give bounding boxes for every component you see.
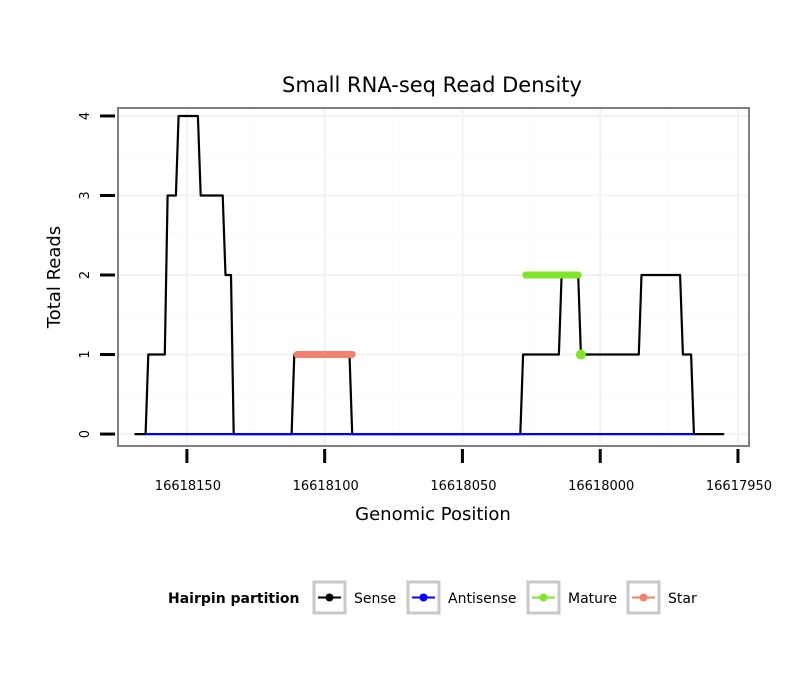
x-axis: 16618150 16618100 16618050 16618000 16617950 — [155, 449, 772, 494]
y-axis: 0 1 2 3 4 — [78, 112, 115, 438]
legend-item-mature: Mature — [526, 580, 617, 615]
legend-label: Mature — [568, 591, 617, 607]
y-tick-label: 1 — [78, 350, 93, 358]
y-tick-label: 4 — [78, 112, 93, 120]
plot-border — [117, 107, 750, 447]
legend-item-antisense: Antisense — [406, 580, 517, 615]
y-tick-label: 2 — [78, 271, 93, 279]
plot-background — [118, 108, 749, 446]
y-axis-title: Total Reads — [44, 226, 65, 329]
legend-item-sense: Sense — [312, 580, 396, 615]
legend-title: Hairpin partition — [168, 591, 299, 607]
legend-key-point — [419, 593, 428, 602]
x-axis-title: Genomic Position — [355, 504, 511, 525]
y-tick-label: 3 — [78, 191, 93, 199]
series-layer — [134, 114, 725, 436]
x-tick-label: 16618050 — [430, 479, 496, 494]
x-tick-label: 16618150 — [155, 479, 221, 494]
legend-label: Sense — [354, 591, 396, 607]
legend-label: Star — [668, 591, 697, 607]
chart-title: Small RNA-seq Read Density — [282, 73, 582, 97]
x-tick-label: 16618100 — [293, 479, 359, 494]
plot-panel — [117, 107, 750, 447]
series-mature-point — [575, 349, 586, 360]
legend: Hairpin partition Sense Antisense Mature St… — [168, 580, 697, 615]
x-tick-label: 16618000 — [568, 479, 634, 494]
legend-label: Antisense — [448, 591, 517, 607]
x-tick-label: 16617950 — [706, 479, 772, 494]
y-tick-label: 0 — [78, 430, 93, 438]
legend-key-point — [325, 593, 334, 602]
legend-key-point — [539, 593, 548, 602]
legend-item-star: Star — [626, 580, 697, 615]
legend-key-point — [639, 593, 648, 602]
